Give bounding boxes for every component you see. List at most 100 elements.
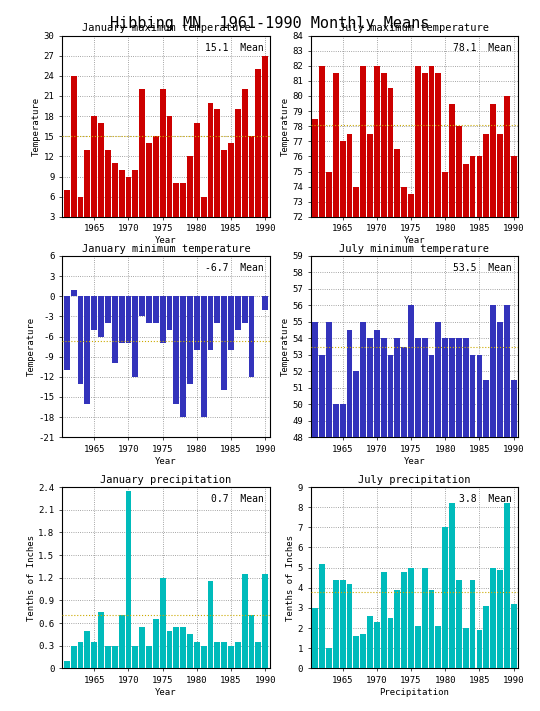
Bar xyxy=(235,296,241,330)
Bar xyxy=(139,627,145,668)
Bar xyxy=(360,634,366,668)
Title: January maximum temperature: January maximum temperature xyxy=(82,23,251,33)
Title: July maximum temperature: July maximum temperature xyxy=(340,23,489,33)
Bar xyxy=(78,642,84,668)
Bar xyxy=(160,90,166,237)
Bar xyxy=(166,631,172,668)
Bar xyxy=(326,322,332,711)
Bar xyxy=(221,296,227,390)
Bar xyxy=(78,197,84,237)
Bar xyxy=(173,627,179,668)
Bar xyxy=(497,134,503,711)
Bar xyxy=(319,66,325,711)
Bar xyxy=(119,296,125,343)
Bar xyxy=(374,622,380,668)
Bar xyxy=(381,73,387,711)
Bar xyxy=(71,646,77,668)
Y-axis label: Temperature: Temperature xyxy=(280,97,289,156)
X-axis label: Year: Year xyxy=(404,456,425,466)
Bar xyxy=(221,642,227,668)
Bar xyxy=(476,156,482,711)
Bar xyxy=(340,405,346,711)
Y-axis label: Tenths of Inches: Tenths of Inches xyxy=(26,535,36,621)
Bar xyxy=(429,355,435,711)
Bar xyxy=(242,574,248,668)
Bar xyxy=(470,579,476,668)
Bar xyxy=(381,572,387,668)
Bar xyxy=(248,137,254,237)
Bar xyxy=(504,503,510,668)
Bar xyxy=(415,338,421,711)
Y-axis label: Temperature: Temperature xyxy=(280,317,289,376)
Text: 78.1  Mean: 78.1 Mean xyxy=(454,43,512,53)
Bar xyxy=(180,627,186,668)
Bar xyxy=(248,296,254,377)
Bar xyxy=(214,296,220,323)
Bar xyxy=(173,183,179,237)
Bar xyxy=(476,355,482,711)
Bar xyxy=(105,296,111,323)
Bar xyxy=(132,296,138,377)
Bar xyxy=(456,127,462,711)
Bar xyxy=(394,149,400,711)
Bar xyxy=(326,648,332,668)
Bar xyxy=(119,616,125,668)
Bar xyxy=(442,171,448,711)
Bar xyxy=(511,604,517,668)
Bar xyxy=(146,296,152,323)
Title: July minimum temperature: July minimum temperature xyxy=(340,244,489,254)
Bar xyxy=(153,619,159,668)
Bar xyxy=(201,197,207,237)
Bar xyxy=(353,371,359,711)
Text: 0.7  Mean: 0.7 Mean xyxy=(211,494,264,504)
Bar xyxy=(394,338,400,711)
Bar xyxy=(64,296,70,370)
Bar xyxy=(374,66,380,711)
Bar xyxy=(132,170,138,237)
Bar xyxy=(401,187,407,711)
Bar xyxy=(153,296,159,323)
Bar xyxy=(347,134,353,711)
Bar xyxy=(463,338,469,711)
Bar xyxy=(98,611,104,668)
Bar xyxy=(340,141,346,711)
X-axis label: Precipitation: Precipitation xyxy=(380,688,449,697)
Bar xyxy=(470,355,476,711)
Bar xyxy=(105,150,111,237)
Bar xyxy=(435,626,441,668)
Bar xyxy=(64,661,70,668)
Bar xyxy=(312,608,318,668)
Bar xyxy=(221,150,227,237)
X-axis label: Year: Year xyxy=(156,236,177,245)
Bar xyxy=(242,90,248,237)
Bar xyxy=(347,330,353,711)
Bar xyxy=(160,296,166,343)
Bar xyxy=(483,606,489,668)
Bar xyxy=(374,330,380,711)
Bar xyxy=(84,631,90,668)
Bar xyxy=(401,572,407,668)
Bar xyxy=(112,646,118,668)
Bar xyxy=(207,102,213,237)
Bar xyxy=(312,322,318,711)
Bar xyxy=(381,338,387,711)
Bar xyxy=(470,156,476,711)
Bar xyxy=(64,190,70,237)
Bar xyxy=(319,564,325,668)
Bar xyxy=(442,528,448,668)
Bar xyxy=(422,73,428,711)
X-axis label: Year: Year xyxy=(156,456,177,466)
Y-axis label: Temperature: Temperature xyxy=(26,317,36,376)
Bar xyxy=(367,338,373,711)
Bar xyxy=(415,66,421,711)
Bar xyxy=(187,156,193,237)
Bar xyxy=(483,380,489,711)
Bar xyxy=(429,66,435,711)
Bar xyxy=(91,296,97,330)
Bar xyxy=(504,96,510,711)
Bar xyxy=(504,306,510,711)
Bar xyxy=(71,289,77,296)
Bar xyxy=(139,90,145,237)
Bar xyxy=(367,616,373,668)
Bar xyxy=(408,567,414,668)
